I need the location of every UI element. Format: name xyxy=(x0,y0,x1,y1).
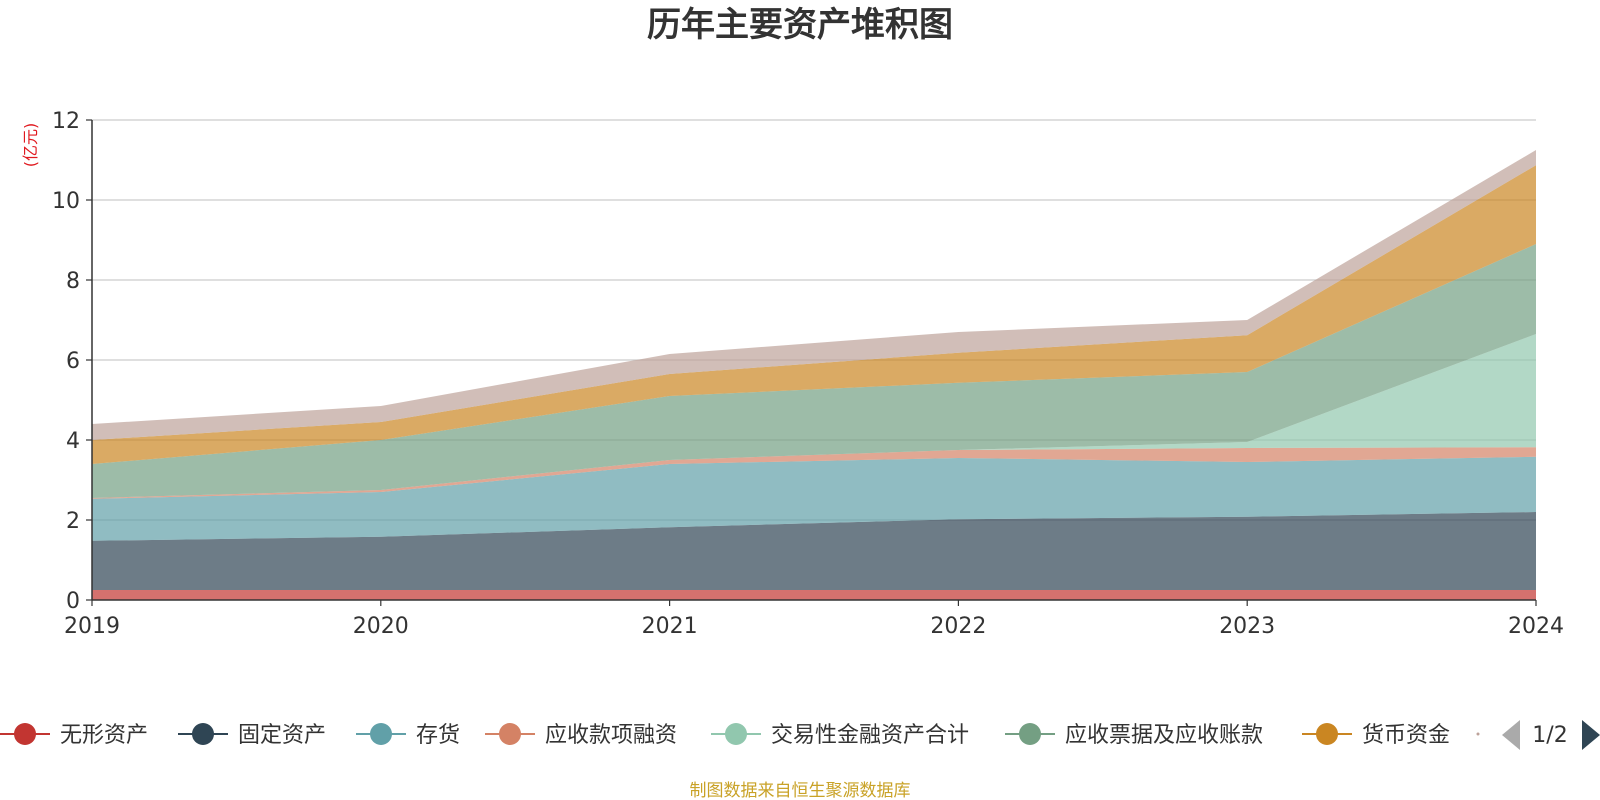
x-tick-label: 2024 xyxy=(1508,614,1564,639)
legend-page-indicator: 1/2 xyxy=(1532,723,1567,748)
x-tick-label: 2020 xyxy=(353,614,409,639)
legend-marker-icon xyxy=(1316,723,1338,745)
legend-label: 应收票据及应收账款 xyxy=(1065,723,1263,748)
legend-label: 货币资金 xyxy=(1362,723,1450,748)
area-series-3 xyxy=(92,456,1536,541)
x-tick-label: 2019 xyxy=(64,614,120,639)
area-series-1 xyxy=(92,590,1536,600)
legend-marker-icon xyxy=(725,723,747,745)
legend-label: 存货 xyxy=(416,723,460,748)
y-tick-label: 4 xyxy=(66,429,80,454)
legend-item-4[interactable]: 应收款项融资 xyxy=(485,723,677,748)
legend-item-3[interactable]: 存货 xyxy=(356,723,460,748)
area-series-2 xyxy=(92,512,1536,590)
area-series-6 xyxy=(92,244,1536,498)
y-tick-label: 12 xyxy=(52,109,80,134)
legend-label: 固定资产 xyxy=(238,723,326,748)
legend-marker-icon xyxy=(14,723,36,745)
y-tick-label: 6 xyxy=(66,349,80,374)
legend: 无形资产 固定资产 存货 应收款项融资 交易性金融资产合计 应收票据及应收账款 货币资金 xyxy=(0,723,1480,748)
legend-item-1[interactable]: 无形资产 xyxy=(0,723,148,748)
legend-overflow-dot xyxy=(1476,732,1480,736)
x-tick-label: 2021 xyxy=(642,614,698,639)
area-series-7 xyxy=(92,165,1536,464)
x-tick-label: 2023 xyxy=(1219,614,1275,639)
axes: 0 2 4 6 8 10 12 2019 2020 2021 2022 2023 2024 xyxy=(52,109,1564,639)
y-axis-unit-label: (亿元) xyxy=(21,123,40,168)
legend-item-2[interactable]: 固定资产 xyxy=(178,723,326,748)
area-series-4 xyxy=(92,447,1536,499)
legend-label: 交易性金融资产合计 xyxy=(771,723,969,748)
legend-item-7[interactable]: 货币资金 xyxy=(1302,723,1450,748)
chart-title: 历年主要资产堆积图 xyxy=(647,5,953,45)
legend-label: 无形资产 xyxy=(60,723,148,748)
legend-marker-icon xyxy=(1019,723,1041,745)
legend-item-5[interactable]: 交易性金融资产合计 xyxy=(711,723,969,748)
y-tick-label: 0 xyxy=(66,589,80,614)
legend-label: 应收款项融资 xyxy=(545,723,677,748)
y-tick-label: 8 xyxy=(66,269,80,294)
legend-marker-icon xyxy=(370,723,392,745)
legend-next-page-icon[interactable] xyxy=(1582,720,1600,750)
legend-item-6[interactable]: 应收票据及应收账款 xyxy=(1005,723,1263,748)
area-series xyxy=(92,150,1536,600)
x-tick-label: 2022 xyxy=(930,614,986,639)
y-tick-label: 10 xyxy=(52,189,80,214)
legend-marker-icon xyxy=(192,723,214,745)
y-tick-label: 2 xyxy=(66,509,80,534)
legend-marker-icon xyxy=(499,723,521,745)
data-source-note: 制图数据来自恒生聚源数据库 xyxy=(690,781,911,800)
legend-pager: 1/2 xyxy=(1502,720,1600,750)
legend-prev-page-icon[interactable] xyxy=(1502,720,1520,750)
